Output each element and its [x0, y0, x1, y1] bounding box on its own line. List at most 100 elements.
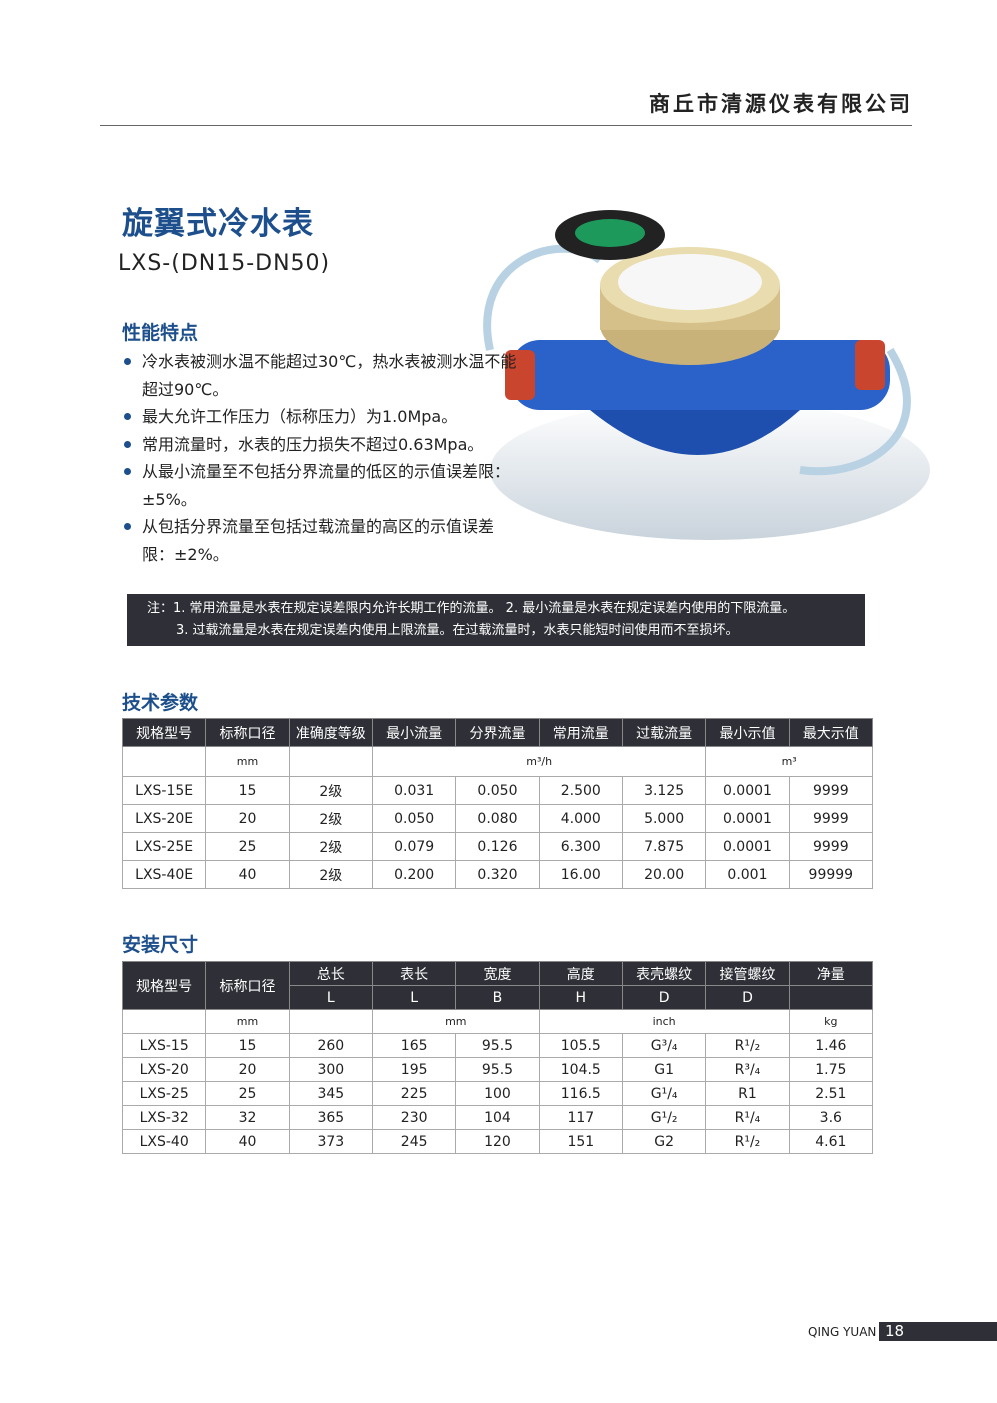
column-header: 规格型号: [121, 718, 207, 747]
table-cell: 2级: [288, 804, 373, 833]
table-cell: LXS-15: [121, 1033, 207, 1058]
company-name: 商丘市清源仪表有限公司: [649, 92, 913, 116]
column-subheader: L: [371, 985, 457, 1010]
table-cell: 9999: [788, 776, 874, 805]
table-cell: R1: [705, 1081, 790, 1106]
table-cell: 100: [455, 1081, 540, 1106]
feature-item: 从包括分界流量至包括过载流量的高区的示值误差限：±2%。: [122, 513, 522, 568]
table-cell: 16.00: [538, 860, 623, 889]
table-cell: 225: [371, 1081, 457, 1106]
table-cell: 365: [288, 1105, 373, 1130]
table-cell: 1.46: [788, 1033, 874, 1058]
feature-item: 常用流量时，水表的压力损失不超过0.63Mpa。: [122, 431, 522, 459]
tech-heading: 技术参数: [122, 692, 199, 714]
table-cell: 2级: [288, 776, 373, 805]
table-cell: 0.001: [705, 860, 790, 889]
table-cell: 0.126: [455, 832, 540, 861]
table-cell: R¹/₂: [705, 1129, 790, 1154]
header-divider: [100, 125, 912, 126]
table-cell: 6.300: [538, 832, 623, 861]
column-header: 最小示值: [705, 718, 790, 747]
table-row: LXS-15E 15 2级 0.031 0.050 2.500 3.125 0.0001 999…: [121, 776, 874, 805]
column-header: 最小流量: [371, 718, 457, 747]
table-cell: 3.125: [621, 776, 707, 805]
table-cell: 2.500: [538, 776, 623, 805]
table-cell: R¹/₂: [705, 1033, 790, 1058]
column-header: 标称口径: [205, 961, 290, 1010]
column-header: 最大示值: [788, 718, 874, 747]
table-row: LXS-40 40 373 245 120 151 G2 R¹/₂ 4.61: [121, 1129, 874, 1154]
table-cell: 165: [371, 1033, 457, 1058]
column-subheader: L: [288, 985, 373, 1010]
water-meter-photo: [483, 210, 930, 540]
table-cell: 195: [371, 1057, 457, 1082]
feature-item: 从最小流量至不包括分界流量的低区的示值误差限：±5%。: [122, 458, 522, 513]
table-cell: 0.320: [455, 860, 540, 889]
column-header: 净量: [788, 961, 874, 986]
column-header: 分界流量: [455, 718, 540, 747]
column-header: 过载流量: [621, 718, 707, 747]
table-cell: 7.875: [621, 832, 707, 861]
table-cell: 25: [205, 1081, 290, 1106]
footer-brand: QING YUAN: [808, 1325, 877, 1339]
table-cell: 4.61: [788, 1129, 874, 1154]
column-header: 规格型号: [121, 961, 207, 1010]
unit-cell: mm: [205, 1009, 290, 1034]
table-cell: 20: [205, 1057, 290, 1082]
table-cell: 0.200: [371, 860, 457, 889]
table-cell: LXS-40E: [121, 860, 207, 889]
unit-cell: mm: [205, 746, 290, 777]
table-cell: G³/₄: [621, 1033, 707, 1058]
column-header: 标称口径: [205, 718, 290, 747]
table-cell: 230: [371, 1105, 457, 1130]
table-row: LXS-25 25 345 225 100 116.5 G¹/₄ R1 2.51: [121, 1081, 874, 1106]
table-cell: 20.00: [621, 860, 707, 889]
table-cell: 0.031: [371, 776, 457, 805]
table-cell: LXS-25E: [121, 832, 207, 861]
table-cell: 1.75: [788, 1057, 874, 1082]
table-cell: 120: [455, 1129, 540, 1154]
note-line: 3. 过载流量是水表在规定误差内使用上限流量。在过载流量时，水表只能短时间使用而…: [176, 623, 739, 638]
table-cell: 3.6: [788, 1105, 874, 1130]
table-cell: G2: [621, 1129, 707, 1154]
column-header: 接管螺纹: [705, 961, 790, 986]
column-header: 表长: [371, 961, 457, 986]
table-cell: 2级: [288, 860, 373, 889]
table-cell: 15: [205, 1033, 290, 1058]
feature-item: 最大允许工作压力（标称压力）为1.0Mpa。: [122, 403, 522, 431]
table-cell: 116.5: [538, 1081, 623, 1106]
column-subheader: B: [455, 985, 540, 1010]
table-cell: 40: [205, 1129, 290, 1154]
table-cell: 104: [455, 1105, 540, 1130]
table-cell: 32: [205, 1105, 290, 1130]
table-cell: 105.5: [538, 1033, 623, 1058]
table-cell: 0.0001: [705, 832, 790, 861]
install-table: 规格型号 标称口径 总长 表长 宽度 高度 表壳螺纹 接管螺纹 净量 L L B…: [121, 961, 874, 1154]
features-heading: 性能特点: [122, 322, 199, 344]
unit-cell: m³: [705, 746, 873, 777]
table-cell: 9999: [788, 832, 874, 861]
table-cell: 0.050: [455, 776, 540, 805]
table-cell: 245: [371, 1129, 457, 1154]
column-subheader: D: [705, 985, 790, 1010]
page-number: 18: [879, 1322, 997, 1341]
column-header: 宽度: [455, 961, 540, 986]
table-cell: 345: [288, 1081, 373, 1106]
table-cell: 0.050: [371, 804, 457, 833]
column-subheader: D: [621, 985, 707, 1010]
table-row: LXS-15 15 260 165 95.5 105.5 G³/₄ R¹/₂ 1.46: [121, 1033, 874, 1058]
table-cell: 95.5: [455, 1057, 540, 1082]
table-cell: 15: [205, 776, 290, 805]
product-model: LXS-(DN15-DN50): [118, 251, 331, 276]
table-cell: 0.080: [455, 804, 540, 833]
tech-table: 规格型号 标称口径 准确度等级 最小流量 分界流量 常用流量 过载流量 最小示值 最大示值 mm…: [121, 718, 874, 889]
table-cell: LXS-40: [121, 1129, 207, 1154]
table-row: LXS-20 20 300 195 95.5 104.5 G1 R³/₄ 1.75: [121, 1057, 874, 1082]
table-cell: 2级: [288, 832, 373, 861]
table-cell: LXS-25: [121, 1081, 207, 1106]
table-cell: 20: [205, 804, 290, 833]
table-row: LXS-20E 20 2级 0.050 0.080 4.000 5.000 0.0001 999…: [121, 804, 874, 833]
table-cell: 0.079: [371, 832, 457, 861]
unit-cell: mm: [371, 1009, 540, 1034]
unit-cell: kg: [788, 1009, 874, 1034]
